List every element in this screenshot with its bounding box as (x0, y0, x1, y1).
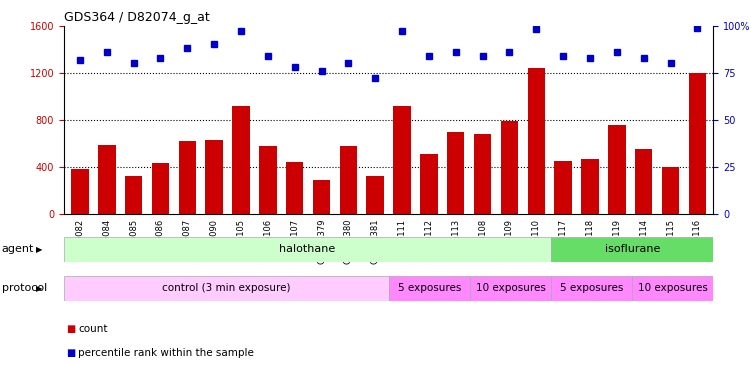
Bar (447, 132, 464, 214)
Text: count: count (78, 324, 107, 335)
Text: ▶: ▶ (36, 284, 42, 293)
Bar (206, 140, 223, 214)
Text: 10 exposures: 10 exposures (475, 283, 545, 294)
Bar (470, 276, 551, 301)
Text: halothane: halothane (279, 244, 336, 254)
Text: ■: ■ (66, 348, 75, 358)
Bar (527, 68, 545, 214)
Bar (501, 121, 518, 214)
Bar (259, 146, 276, 214)
Text: 10 exposures: 10 exposures (638, 283, 707, 294)
Bar (64, 237, 551, 262)
Bar (581, 159, 599, 214)
Bar (474, 134, 491, 214)
Bar (313, 180, 330, 214)
Text: agent: agent (2, 244, 34, 254)
Bar (662, 167, 679, 214)
Bar (232, 106, 250, 214)
Bar (286, 162, 303, 214)
Bar (125, 176, 143, 214)
Text: ■: ■ (66, 324, 75, 335)
Text: protocol: protocol (2, 283, 47, 294)
Bar (71, 169, 89, 214)
Text: percentile rank within the sample: percentile rank within the sample (78, 348, 254, 358)
Bar (608, 124, 626, 214)
Bar (689, 73, 706, 214)
Bar (635, 149, 653, 214)
Bar (394, 106, 411, 214)
Bar (420, 154, 438, 214)
Bar (389, 276, 470, 301)
Bar (554, 161, 572, 214)
Bar (632, 276, 713, 301)
Text: isoflurane: isoflurane (605, 244, 660, 254)
Text: 5 exposures: 5 exposures (397, 283, 461, 294)
Bar (64, 276, 389, 301)
Bar (551, 237, 713, 262)
Bar (98, 145, 116, 214)
Bar (366, 176, 384, 214)
Bar (152, 164, 169, 214)
Bar (339, 146, 357, 214)
Text: control (3 min exposure): control (3 min exposure) (162, 283, 291, 294)
Bar (179, 141, 196, 214)
Text: GDS364 / D82074_g_at: GDS364 / D82074_g_at (64, 11, 210, 25)
Bar (551, 276, 632, 301)
Text: ▶: ▶ (36, 245, 42, 254)
Text: 5 exposures: 5 exposures (560, 283, 623, 294)
